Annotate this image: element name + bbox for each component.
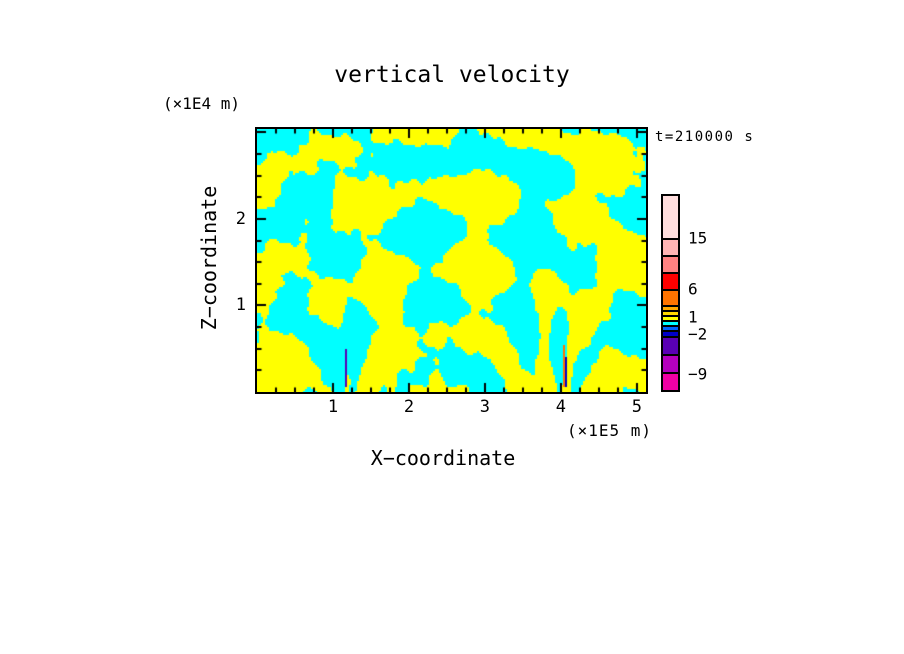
- heatmap-canvas: [257, 129, 646, 392]
- x-tick-label: 1: [327, 397, 339, 417]
- colorbar-label: −2: [688, 324, 708, 344]
- colorbar-segment: [663, 305, 678, 310]
- colorbar-segment: [663, 255, 678, 272]
- colorbar-segment: [663, 272, 678, 289]
- colorbar-segment: [663, 238, 678, 255]
- colorbar-segment: [663, 330, 678, 336]
- colorbar: [661, 194, 680, 392]
- colorbar-segment: [663, 354, 678, 372]
- timestamp-label: t=210000 s: [655, 129, 755, 145]
- colorbar-label: 6: [688, 279, 698, 299]
- colorbar-label: −9: [688, 364, 708, 384]
- colorbar-segment: [663, 315, 678, 320]
- colorbar-segment: [663, 372, 678, 390]
- colorbar-label: 15: [688, 228, 708, 248]
- z-tick-label: 2: [235, 208, 246, 229]
- x-tick-label: 5: [631, 397, 642, 417]
- colorbar-segment: [663, 325, 678, 330]
- plot-area: [255, 127, 648, 394]
- x-tick-label: 2: [403, 397, 415, 417]
- x-axis-units-label: (×1E5 m): [566, 421, 652, 440]
- colorbar-segment: [663, 289, 678, 305]
- z-tick-label: 1: [235, 295, 246, 316]
- chart-title: vertical velocity: [334, 62, 570, 88]
- x-tick-label: 3: [479, 397, 491, 417]
- colorbar-segment: [663, 196, 678, 238]
- z-axis-units-label: (×1E4 m): [163, 94, 241, 113]
- colorbar-segment: [663, 336, 678, 354]
- z-axis-title: Z−coordinate: [197, 185, 221, 331]
- x-tick-label: 4: [555, 397, 567, 417]
- colorbar-label: 1: [688, 307, 698, 327]
- x-axis-title: X−coordinate: [370, 446, 516, 470]
- colorbar-segment: [663, 320, 678, 325]
- colorbar-segment: [663, 310, 678, 315]
